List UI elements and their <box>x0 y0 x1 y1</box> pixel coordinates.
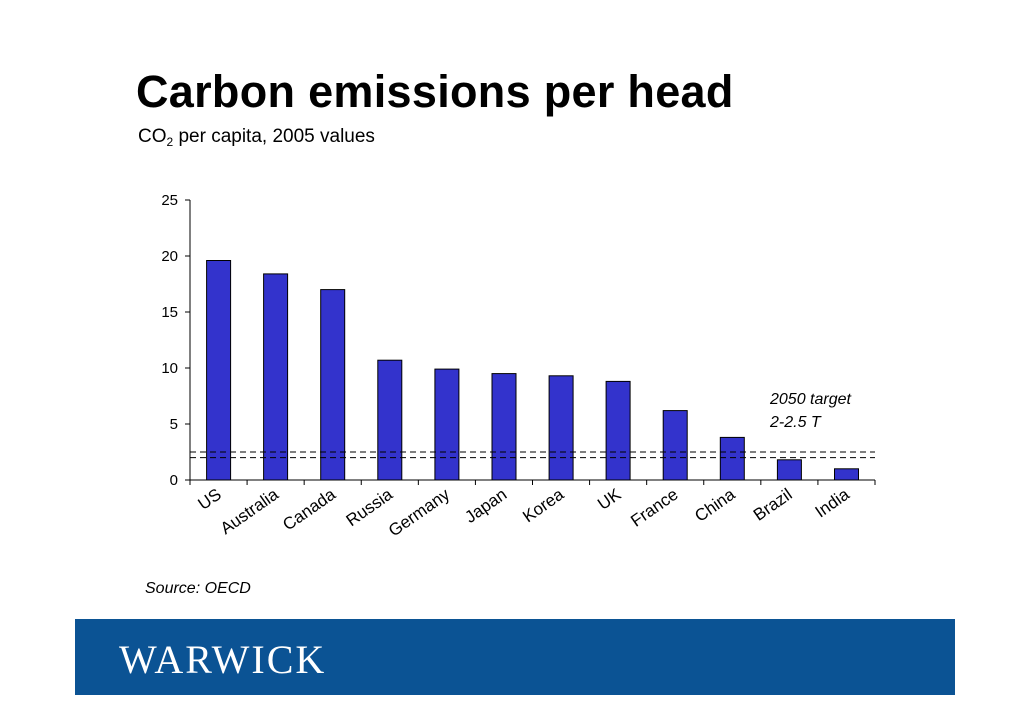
x-tick-label: Germany <box>385 484 454 540</box>
bar-uk <box>605 380 631 481</box>
x-tick-label: Brazil <box>750 485 796 525</box>
x-tick-label: US <box>195 485 225 514</box>
x-tick-label: France <box>627 485 681 531</box>
source-note: Source: OECD <box>145 580 251 597</box>
x-tick-label: India <box>812 484 854 521</box>
annotation-target-line2: 2-2.5 T <box>769 414 822 431</box>
bar-canada <box>320 289 346 481</box>
bar-india <box>834 468 859 481</box>
bar-australia <box>263 273 289 481</box>
y-tick-label: 25 <box>161 192 178 209</box>
slide-title: Carbon emissions per head <box>136 66 734 117</box>
axes <box>185 199 876 485</box>
subtitle-prefix: CO <box>138 126 167 147</box>
bars-layer <box>206 260 859 481</box>
reference-lines <box>190 451 875 459</box>
subtitle-suffix: per capita, 2005 values <box>173 126 375 147</box>
bar-korea <box>548 375 574 481</box>
y-tick-label: 0 <box>170 472 178 489</box>
bar-russia <box>377 359 403 481</box>
y-tick-label: 10 <box>161 360 178 377</box>
x-tick-label: UK <box>594 484 625 513</box>
x-tick-label: Australia <box>217 484 283 538</box>
y-tick-label: 20 <box>161 248 178 265</box>
annotation-target-line1: 2050 target <box>769 391 852 408</box>
x-tick-label: Korea <box>519 484 568 526</box>
warwick-logo: WARWICK <box>119 637 327 682</box>
bar-japan <box>491 373 517 481</box>
bar-us <box>206 260 232 481</box>
bar-germany <box>434 368 460 481</box>
y-tick-label: 5 <box>170 416 178 433</box>
x-tick-label: China <box>691 484 739 525</box>
bar-china <box>719 436 745 481</box>
bar-brazil <box>776 459 802 481</box>
bar-france <box>662 410 688 481</box>
x-tick-label: Canada <box>279 484 339 534</box>
slide-subtitle: CO2 per capita, 2005 values <box>138 126 375 149</box>
y-tick-label: 15 <box>161 304 178 321</box>
x-tick-label: Japan <box>461 485 510 527</box>
subtitle-subscript: 2 <box>166 135 174 149</box>
footer-band: WARWICK <box>75 619 955 695</box>
